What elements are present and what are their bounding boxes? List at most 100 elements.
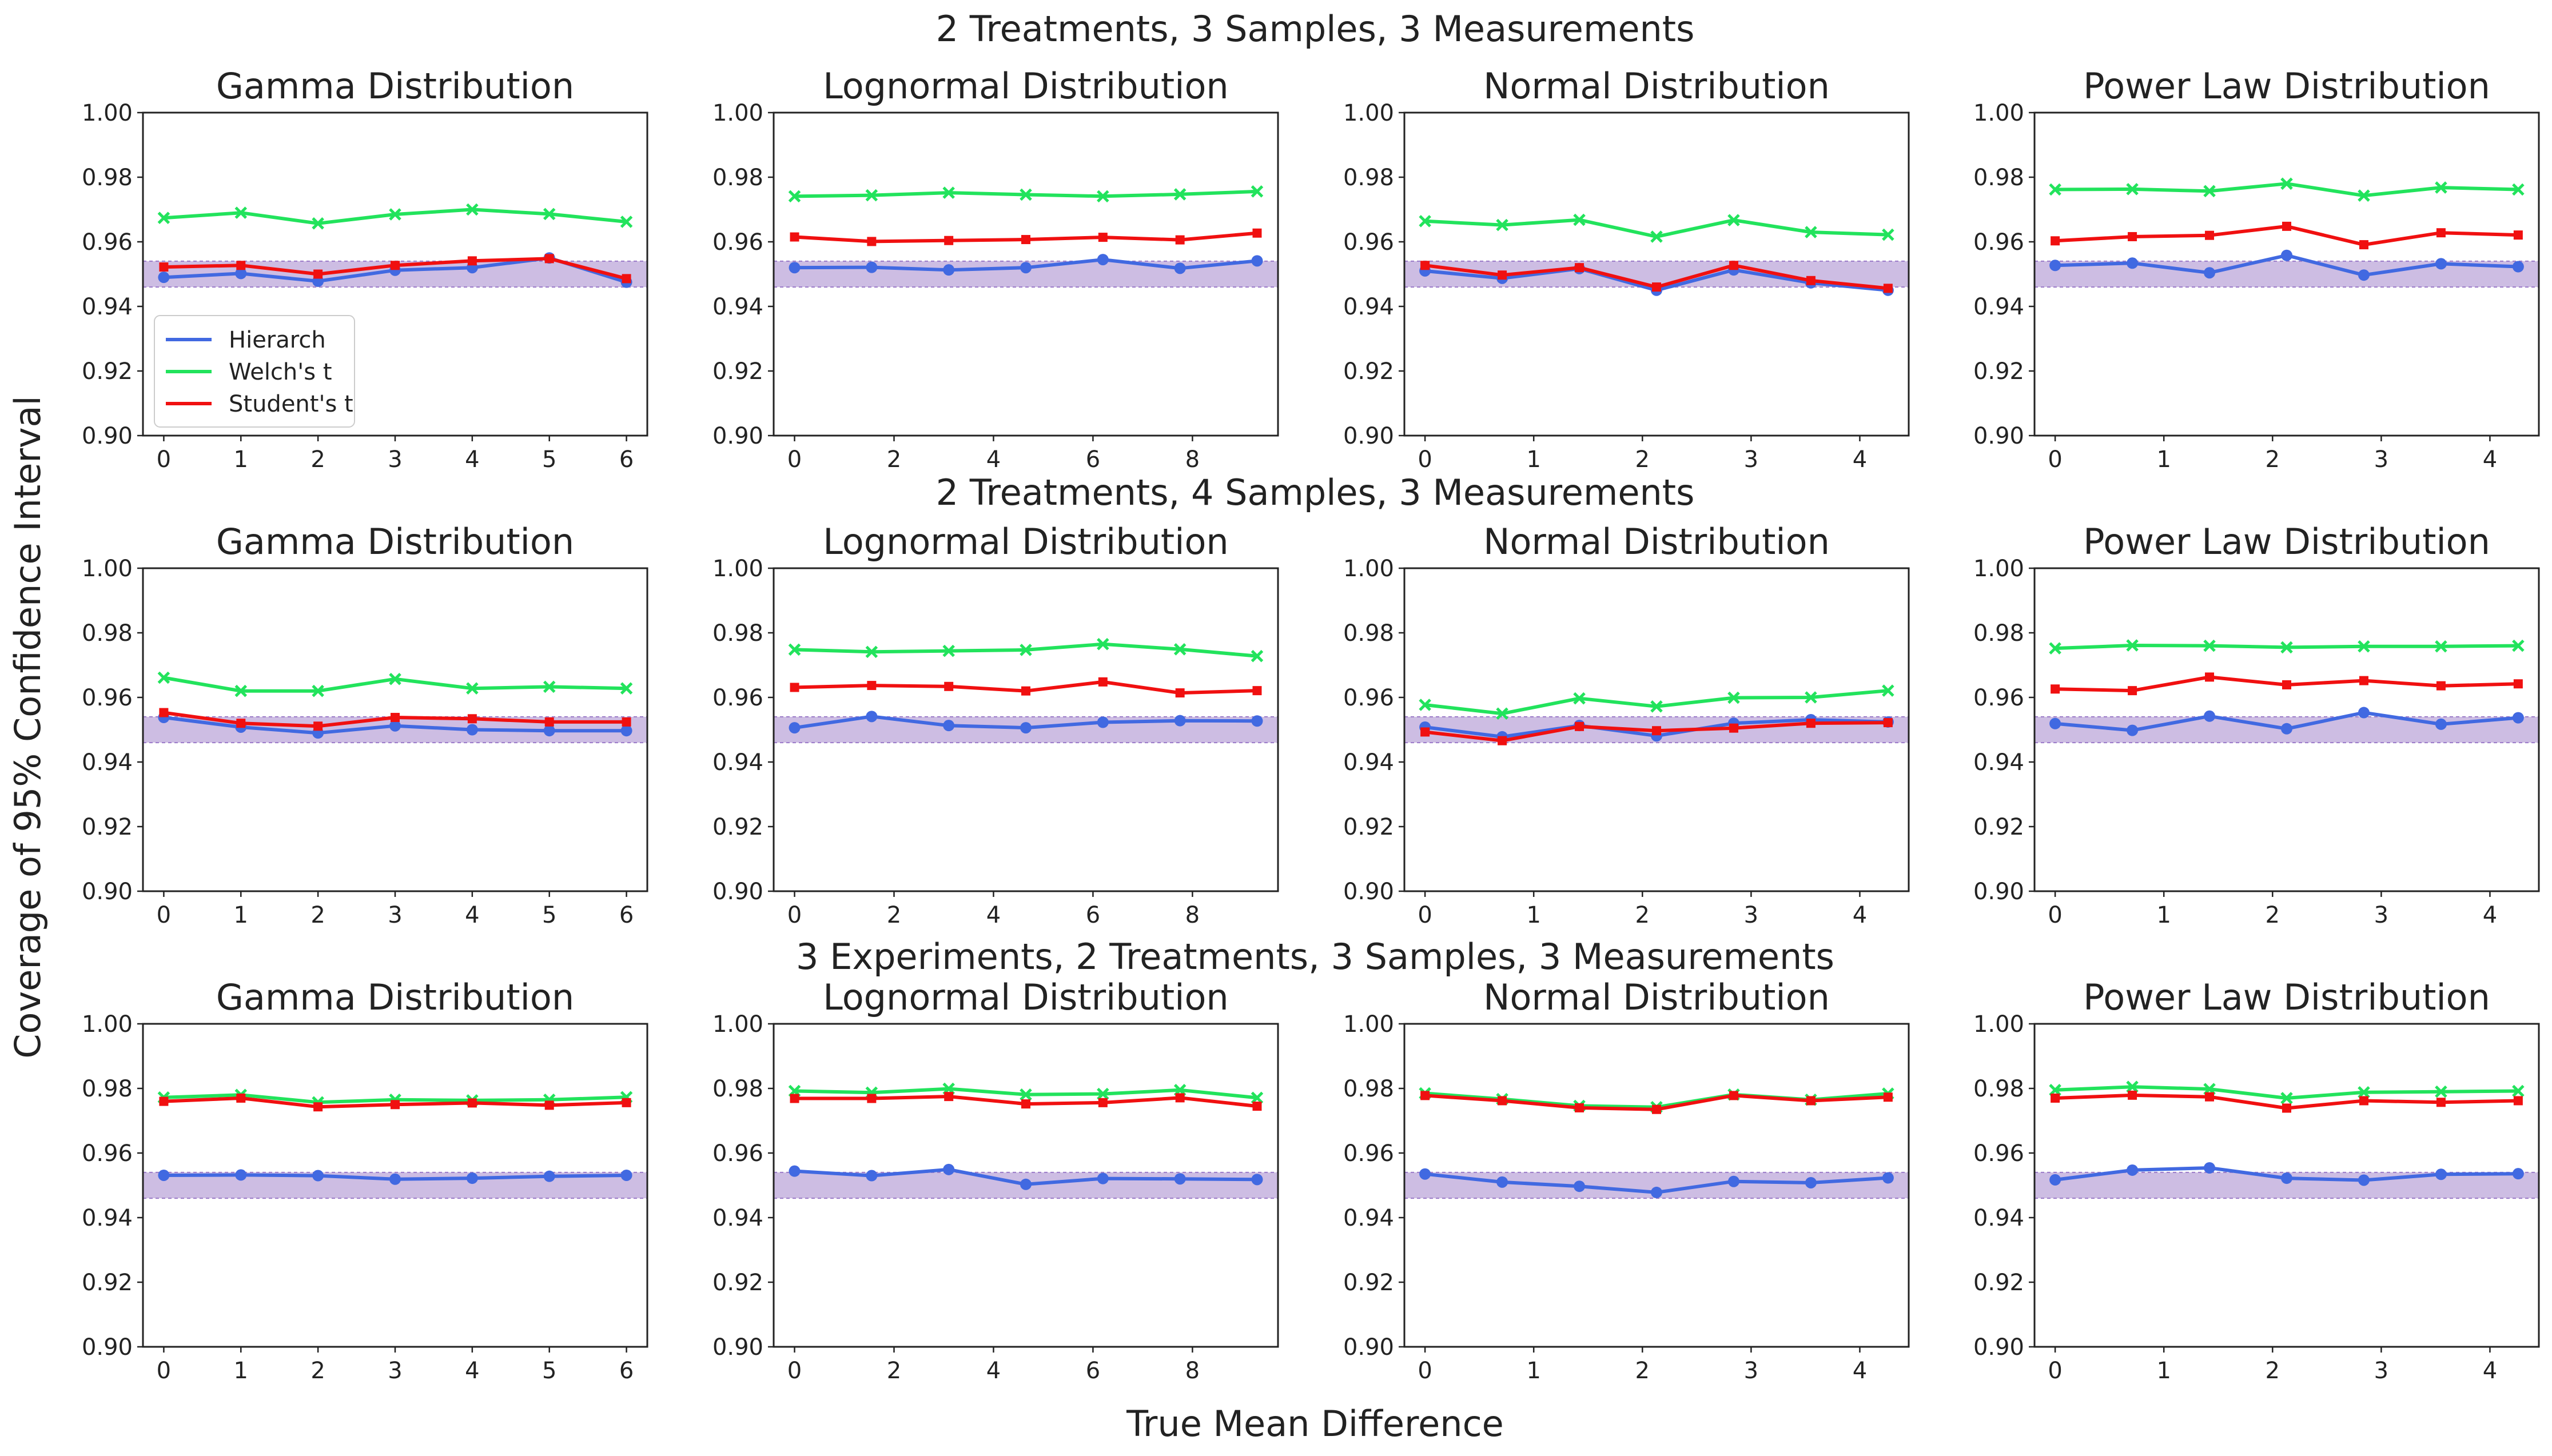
point-hierarch (466, 724, 478, 736)
y-tick-label: 0.90 (1973, 1334, 2024, 1361)
subplot-title: Gamma Distribution (216, 65, 574, 107)
point-welchs-t (1097, 190, 1109, 203)
x-marker-stroke (2358, 189, 2370, 202)
x-marker-stroke (1173, 643, 1187, 656)
x-marker-stroke (543, 680, 556, 693)
point-hierarch (2435, 1168, 2447, 1180)
point-welchs-t (234, 206, 248, 219)
subplot-2-0: Gamma Distribution 0.90 0.92 0.94 0.96 0.98 1.… (82, 976, 648, 1384)
x-tick-label: 6 (1086, 1358, 1100, 1384)
point-hierarch (1174, 262, 1186, 274)
point-students-t (2128, 1090, 2137, 1100)
point-students-t (1420, 1091, 1430, 1100)
x-marker-stroke (2435, 181, 2447, 194)
point-students-t (867, 237, 877, 246)
y-tick-label: 1.00 (82, 1011, 133, 1038)
point-hierarch (2127, 257, 2139, 269)
y-tick-label: 0.94 (82, 1205, 133, 1231)
point-hierarch (2127, 1164, 2139, 1176)
x-tick-label: 8 (1185, 902, 1200, 928)
point-welchs-t (865, 645, 878, 659)
y-tick-label: 1.00 (1973, 1011, 2024, 1038)
x-marker-stroke (788, 643, 801, 656)
point-welchs-t (389, 673, 401, 685)
x-tick-label: 3 (1744, 446, 1758, 473)
point-students-t (1498, 270, 1507, 280)
subplot-1-1: Lognormal Distribution 0.90 0.92 0.94 0.96 0.… (712, 521, 1279, 928)
point-welchs-t (1097, 638, 1109, 651)
point-students-t (2513, 230, 2523, 240)
point-students-t (622, 1098, 631, 1107)
point-students-t (1729, 1091, 1738, 1100)
point-hierarch (543, 1170, 555, 1182)
x-tick-label: 2 (310, 446, 325, 473)
point-welchs-t (1882, 684, 1894, 697)
point-hierarch (158, 272, 170, 284)
x-marker-stroke (1727, 214, 1740, 226)
point-students-t (1021, 686, 1030, 696)
x-marker-stroke (1097, 190, 1109, 203)
y-tick-label: 0.90 (1343, 423, 1394, 449)
x-tick-label: 4 (2483, 902, 2497, 928)
x-marker-stroke (1020, 1088, 1032, 1101)
point-students-t (1021, 235, 1030, 245)
point-welchs-t (157, 212, 170, 224)
x-tick-label: 4 (465, 1358, 479, 1384)
x-marker-stroke (865, 189, 878, 202)
point-hierarch (1496, 1176, 1508, 1188)
y-tick-label: 0.94 (712, 749, 763, 776)
x-marker-stroke (620, 216, 633, 228)
point-welchs-t (1173, 188, 1187, 201)
point-students-t (391, 1100, 400, 1110)
x-marker-stroke (1251, 185, 1264, 198)
point-students-t (867, 681, 877, 691)
point-welchs-t (1496, 707, 1508, 720)
x-marker-stroke (1650, 700, 1663, 713)
x-tick-label: 2 (887, 446, 901, 473)
y-tick-label: 1.00 (712, 1011, 763, 1038)
subplot-0-1: Lognormal Distribution 0.90 0.92 0.94 0.96 0.… (712, 65, 1279, 473)
row-title-0: 2 Treatments, 3 Samples, 3 Measurements (936, 8, 1695, 50)
point-hierarch (2127, 724, 2139, 736)
point-welchs-t (620, 682, 633, 695)
point-welchs-t (1020, 188, 1032, 201)
y-tick-label: 0.98 (1343, 1076, 1394, 1102)
point-students-t (1498, 1096, 1507, 1106)
point-students-t (2128, 232, 2137, 241)
point-students-t (2282, 1103, 2291, 1113)
point-students-t (1175, 235, 1185, 245)
y-tick-label: 0.94 (1973, 294, 2024, 320)
x-marker-stroke (1727, 691, 1740, 704)
y-tick-label: 0.90 (82, 423, 133, 449)
subplot-title: Lognormal Distribution (823, 521, 1228, 563)
y-tick-label: 0.90 (82, 879, 133, 905)
point-hierarch (1251, 715, 1263, 727)
point-hierarch (2435, 258, 2447, 270)
point-students-t (236, 1093, 246, 1103)
point-welchs-t (2358, 189, 2370, 202)
point-welchs-t (1419, 699, 1431, 711)
point-welchs-t (1650, 230, 1663, 243)
point-hierarch (1882, 1172, 1894, 1184)
x-marker-stroke (1496, 218, 1508, 232)
point-welchs-t (865, 189, 878, 202)
y-tick-label: 0.94 (712, 1205, 763, 1231)
y-tick-label: 0.96 (82, 1140, 133, 1167)
point-welchs-t (2280, 641, 2293, 654)
point-welchs-t (1496, 218, 1508, 232)
point-hierarch (2281, 723, 2292, 735)
point-hierarch (2049, 1174, 2061, 1186)
y-tick-label: 1.00 (1343, 1011, 1394, 1038)
x-marker-stroke (1097, 1087, 1109, 1100)
point-students-t (2051, 1093, 2060, 1103)
y-tick-label: 1.00 (712, 100, 763, 126)
y-tick-label: 0.94 (82, 294, 133, 320)
point-students-t (1021, 1099, 1030, 1109)
x-marker-stroke (1496, 707, 1508, 720)
point-welchs-t (620, 216, 633, 228)
x-tick-label: 0 (157, 1358, 171, 1384)
point-hierarch (389, 720, 401, 732)
point-welchs-t (312, 684, 324, 697)
x-tick-label: 4 (2483, 446, 2497, 473)
y-tick-label: 1.00 (82, 100, 133, 126)
